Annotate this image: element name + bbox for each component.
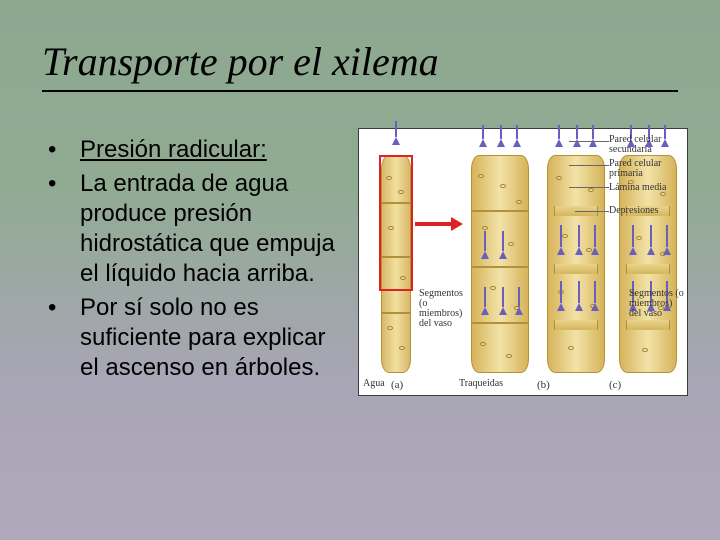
label-pared-primaria: Pared celular primaria [609, 159, 683, 179]
bullet-icon: • [42, 293, 80, 323]
label-traqueidas: Traqueidas [459, 378, 503, 389]
bullet-text: Presión radicular: [80, 135, 267, 165]
leader-line [569, 165, 609, 166]
highlight-box [379, 155, 413, 291]
label-lamina: Lámina media [609, 183, 683, 193]
label-agua: Agua [363, 378, 385, 389]
panel-letter-b: (b) [537, 379, 550, 391]
title-underline [42, 90, 678, 92]
leader-line [569, 141, 609, 142]
label-pared-secundaria: Pared celular secundaria [609, 135, 683, 155]
leader-line [575, 211, 609, 212]
bullet-icon: • [42, 169, 80, 199]
list-item: • La entrada de agua produce presión hid… [42, 169, 342, 289]
panel-letter-c: (c) [609, 379, 621, 391]
xylem-diagram: Agua Traqueidas Pared celular secundaria… [358, 128, 688, 396]
label-segmentos-left: Segmentos (o miembros) del vaso [419, 289, 471, 329]
leader-line [569, 187, 609, 188]
bullet-text: Por sí solo no es suficiente para explic… [80, 293, 342, 383]
bullet-list: • Presión radicular: • La entrada de agu… [42, 135, 342, 387]
bullet-text: La entrada de agua produce presión hidro… [80, 169, 342, 289]
highlight-arrow-icon [415, 217, 463, 231]
list-item: • Presión radicular: [42, 135, 342, 165]
bullet-icon: • [42, 135, 80, 165]
label-segmentos-right: Segmentos (o miembros) del vaso [629, 289, 685, 319]
page-title: Transporte por el xilema [42, 38, 439, 85]
vessel-b [471, 155, 529, 373]
list-item: • Por sí solo no es suficiente para expl… [42, 293, 342, 383]
panel-letter-a: (a) [391, 379, 403, 391]
label-depresiones: Depresiones [609, 205, 683, 216]
